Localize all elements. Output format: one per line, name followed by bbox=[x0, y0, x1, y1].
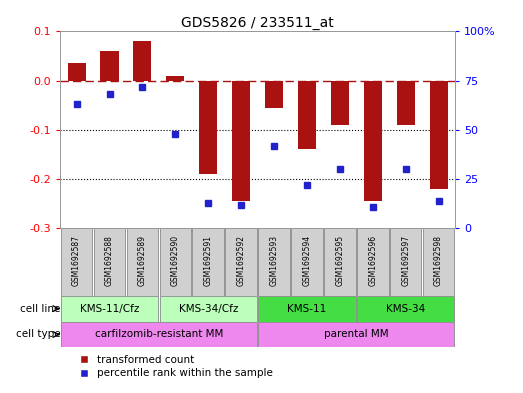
Text: GSM1692589: GSM1692589 bbox=[138, 235, 147, 286]
Text: GSM1692595: GSM1692595 bbox=[335, 235, 344, 286]
Text: KMS-11: KMS-11 bbox=[287, 304, 326, 314]
Bar bbox=[357, 228, 389, 296]
Text: GSM1692598: GSM1692598 bbox=[434, 235, 443, 286]
Text: GSM1692596: GSM1692596 bbox=[368, 235, 377, 286]
Bar bbox=[298, 81, 316, 149]
Bar bbox=[192, 228, 224, 296]
Bar bbox=[94, 228, 126, 296]
Bar bbox=[100, 51, 119, 81]
Text: cell type: cell type bbox=[16, 329, 60, 340]
Bar bbox=[127, 228, 158, 296]
Text: GSM1692587: GSM1692587 bbox=[72, 235, 81, 286]
Bar bbox=[67, 63, 86, 81]
Bar bbox=[258, 296, 356, 321]
Bar bbox=[331, 81, 349, 125]
Bar bbox=[363, 81, 382, 201]
Bar bbox=[258, 228, 290, 296]
Bar bbox=[199, 81, 217, 174]
Text: carfilzomib-resistant MM: carfilzomib-resistant MM bbox=[95, 329, 223, 340]
Text: GSM1692592: GSM1692592 bbox=[236, 235, 246, 286]
Text: cell line: cell line bbox=[20, 304, 60, 314]
Bar bbox=[396, 81, 415, 125]
Text: GSM1692590: GSM1692590 bbox=[171, 235, 180, 286]
Bar bbox=[390, 228, 422, 296]
Text: KMS-34: KMS-34 bbox=[386, 304, 425, 314]
Bar bbox=[357, 296, 454, 321]
Bar bbox=[61, 321, 257, 347]
Title: GDS5826 / 233511_at: GDS5826 / 233511_at bbox=[181, 17, 334, 30]
Bar bbox=[61, 228, 93, 296]
Text: GSM1692594: GSM1692594 bbox=[302, 235, 311, 286]
Bar bbox=[166, 76, 185, 81]
Bar bbox=[225, 228, 257, 296]
Bar bbox=[258, 321, 454, 347]
Bar bbox=[423, 228, 454, 296]
Text: KMS-34/Cfz: KMS-34/Cfz bbox=[178, 304, 238, 314]
Bar bbox=[133, 41, 152, 81]
Text: GSM1692588: GSM1692588 bbox=[105, 235, 114, 286]
Bar bbox=[160, 296, 257, 321]
Text: parental MM: parental MM bbox=[324, 329, 389, 340]
Bar bbox=[291, 228, 323, 296]
Text: GSM1692593: GSM1692593 bbox=[269, 235, 279, 286]
Text: KMS-11/Cfz: KMS-11/Cfz bbox=[80, 304, 139, 314]
Bar bbox=[160, 228, 191, 296]
Bar bbox=[61, 296, 158, 321]
Bar bbox=[324, 228, 356, 296]
Legend: transformed count, percentile rank within the sample: transformed count, percentile rank withi… bbox=[70, 351, 278, 382]
Bar bbox=[232, 81, 250, 201]
Bar bbox=[265, 81, 283, 108]
Bar bbox=[429, 81, 448, 189]
Text: GSM1692597: GSM1692597 bbox=[401, 235, 410, 286]
Text: GSM1692591: GSM1692591 bbox=[204, 235, 213, 286]
